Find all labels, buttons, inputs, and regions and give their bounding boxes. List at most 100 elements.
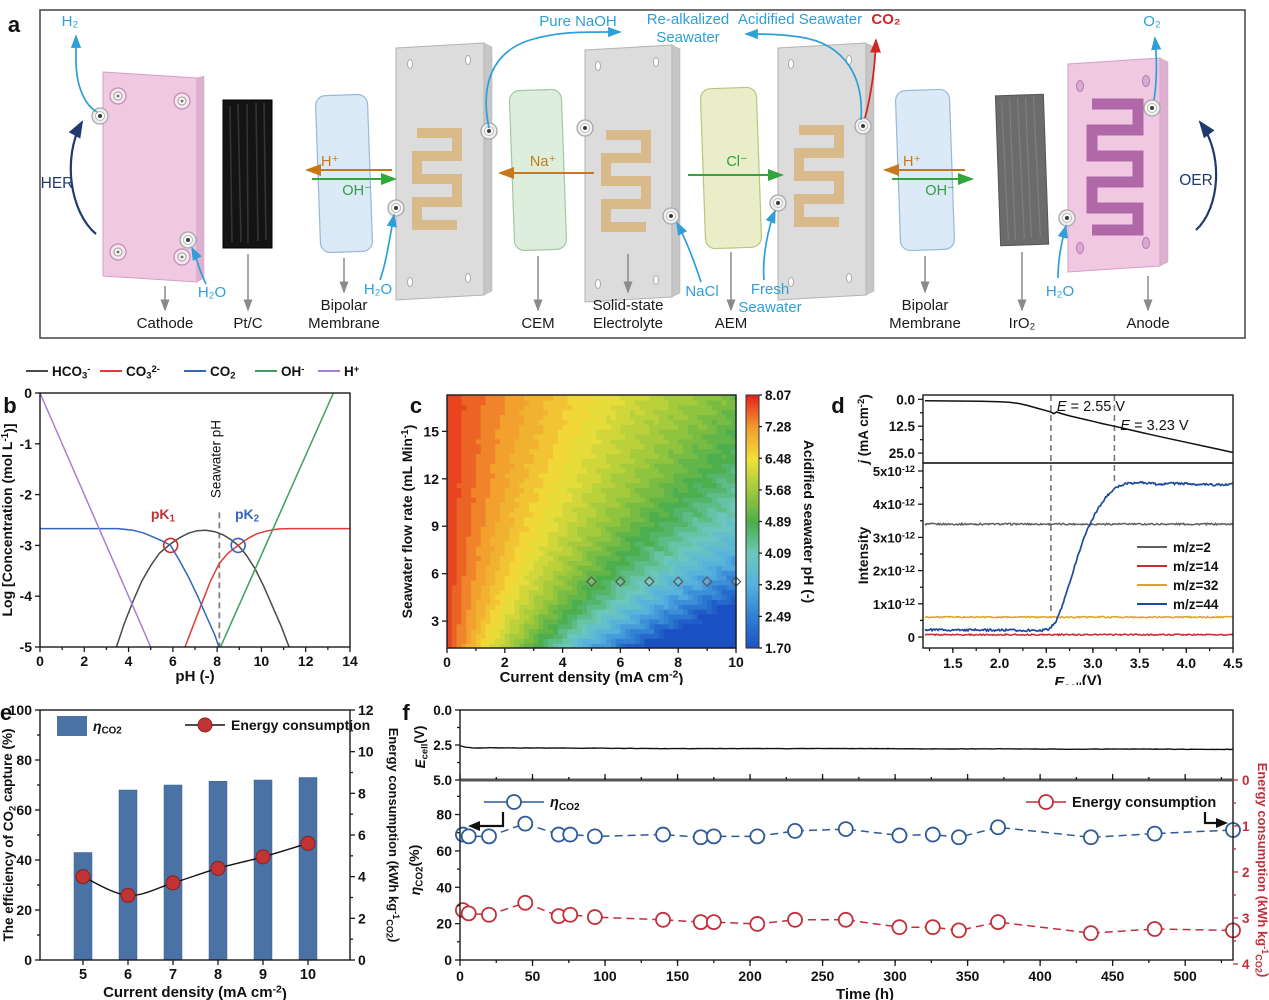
svg-text:ηCO2: ηCO2 [93, 718, 122, 737]
sse-label-line2: Electrolyte [593, 315, 663, 332]
svg-text:3: 3 [1242, 911, 1250, 926]
svg-text:Log [Concentration (mol L-1)]: Log [Concentration (mol L-1)] [0, 423, 17, 616]
h2o-label-anode: H₂O [1046, 283, 1074, 300]
svg-text:6: 6 [358, 827, 366, 843]
svg-text:pK1: pK1 [151, 506, 176, 525]
bpm2-label-line2: Membrane [889, 315, 961, 332]
svg-text:Current density (mA cm-2): Current density (mA cm-2) [103, 984, 287, 1000]
svg-text:100: 100 [9, 702, 33, 718]
svg-text:0: 0 [908, 630, 915, 645]
panel-letter-f: f [402, 700, 410, 725]
svg-text:6: 6 [431, 566, 439, 582]
svg-text:80: 80 [436, 807, 452, 823]
svg-text:5: 5 [79, 967, 87, 983]
svg-text:Energy consumption (kWh kg-1CO: Energy consumption (kWh kg-1CO2) [1253, 763, 1269, 978]
svg-text:0.0: 0.0 [433, 703, 452, 718]
oer-arc-arrow [1195, 120, 1218, 231]
panel-d-chart: d 1.5 2.0 2.5 3.0 3.5 4.0 4.5 0.0 12.5 25.0 0 1x10-… [831, 392, 1243, 685]
svg-text:5.0: 5.0 [433, 773, 452, 788]
svg-text:8: 8 [358, 785, 366, 801]
panel-letter-a: a [8, 12, 21, 37]
svg-text:80: 80 [16, 752, 32, 768]
svg-text:9: 9 [431, 518, 439, 534]
svg-text:0: 0 [358, 952, 366, 968]
svg-text:3x10-12: 3x10-12 [873, 530, 915, 545]
oh-minus-label-2: OH⁻ [925, 183, 954, 199]
svg-text:m/z=32: m/z=32 [1173, 578, 1218, 593]
h2o-anode-arrow [1057, 224, 1068, 279]
svg-text:2.49: 2.49 [765, 609, 791, 624]
ptc-electrode [222, 99, 273, 249]
svg-text:-4: -4 [20, 588, 33, 604]
svg-text:Ecell(V): Ecell(V) [1054, 673, 1102, 685]
cathode-plate [102, 71, 205, 283]
iro2-label: IrO₂ [1009, 315, 1036, 332]
svg-text:4: 4 [358, 869, 366, 885]
svg-text:2: 2 [1242, 865, 1250, 880]
cem-membrane [508, 88, 568, 252]
bpm1-label-line2: Membrane [308, 315, 380, 332]
svg-text:100: 100 [593, 968, 617, 984]
svg-text:8.07: 8.07 [765, 388, 791, 403]
fresh-label-line2: Seawater [738, 299, 801, 316]
svg-text:0: 0 [456, 968, 464, 984]
svg-text:-1: -1 [20, 436, 33, 452]
nacl-label: NaCl [685, 283, 718, 300]
h2o-bpm1-arrow [379, 213, 397, 281]
svg-text:10: 10 [728, 654, 744, 670]
co2-out-arrow [864, 38, 881, 119]
realkalized-label-line1: Re-alkalized [647, 11, 730, 28]
bipolar-membrane-1 [315, 93, 373, 254]
acidified-seawater-arrow [744, 28, 863, 121]
anode-label: Anode [1126, 315, 1169, 332]
svg-text:4: 4 [1242, 957, 1250, 972]
svg-text:2: 2 [501, 654, 509, 670]
svg-text:4: 4 [559, 654, 567, 670]
svg-text:500: 500 [1173, 968, 1197, 984]
svg-text:ηCO2: ηCO2 [550, 795, 580, 813]
svg-text:4.09: 4.09 [765, 546, 791, 561]
svg-text:20: 20 [16, 902, 32, 918]
svg-text:20: 20 [436, 916, 452, 932]
svg-text:4.5: 4.5 [1223, 655, 1243, 671]
svg-text:50: 50 [525, 968, 541, 984]
panel-d-plot: 1.5 2.0 2.5 3.0 3.5 4.0 4.5 0.0 12.5 25.0 0 1x10-12… [855, 392, 1243, 685]
panel-c-plot: 0 2 4 6 8 10 3 6 9 12 15 Current density (mA cm-2) S… [399, 388, 817, 685]
panel-f-plot: 0 50 100 150 200 250 300 350 400 450 5000.02.55.00… [406, 703, 1269, 1000]
svg-text:15: 15 [423, 423, 439, 439]
svg-text:Intensity: Intensity [855, 527, 871, 585]
svg-text:Acidified seawater pH (-): Acidified seawater pH (-) [801, 440, 817, 603]
svg-text:2.5: 2.5 [433, 738, 452, 753]
svg-text:Ecell(V): Ecell(V) [412, 726, 431, 769]
svg-text:6.48: 6.48 [765, 451, 792, 466]
svg-text:Energy consumption: Energy consumption [1072, 795, 1216, 811]
panel-c-chart: c 0 2 4 6 8 10 3 6 9 12 15 Current density (mA cm-2… [399, 388, 817, 685]
panel-letter-e: e [0, 700, 12, 725]
svg-text:40: 40 [16, 852, 32, 868]
svg-text:H+: H+ [344, 364, 360, 379]
svg-text:6: 6 [124, 967, 132, 983]
svg-text:0.0: 0.0 [896, 392, 915, 407]
nacl-arrow [676, 221, 702, 283]
svg-text:450: 450 [1101, 968, 1125, 984]
panel-b-chart: b Seawater pH pK1 pK2 0 2 4 6 8 10 12 14 0 -1 -2 -3 -4 -… [0, 364, 360, 685]
svg-text:6: 6 [169, 653, 177, 669]
naoh-chamber-plate [395, 42, 493, 301]
svg-text:10: 10 [300, 967, 316, 983]
svg-text:12.5: 12.5 [889, 419, 916, 434]
sse-label-line1: Solid-state [593, 297, 664, 314]
panel-a-schematic: a [8, 9, 1246, 339]
aem-membrane [699, 86, 763, 250]
svg-text:200: 200 [738, 968, 762, 984]
her-label: HER [41, 175, 74, 192]
svg-text:40: 40 [436, 879, 452, 895]
solid-state-electrolyte-plate [584, 44, 681, 303]
svg-text:6: 6 [617, 654, 625, 670]
h2-flow-arrow [70, 34, 98, 113]
svg-text:E = 2.55 V: E = 2.55 V [1057, 399, 1125, 415]
svg-text:60: 60 [16, 802, 32, 818]
o2-flow-arrow [1151, 36, 1162, 101]
aem-label: AEM [715, 315, 748, 332]
svg-text:7.28: 7.28 [765, 420, 792, 435]
